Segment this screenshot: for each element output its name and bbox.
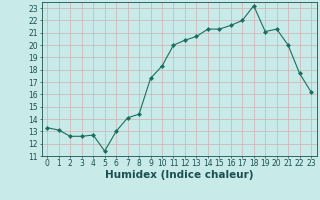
- X-axis label: Humidex (Indice chaleur): Humidex (Indice chaleur): [105, 170, 253, 180]
